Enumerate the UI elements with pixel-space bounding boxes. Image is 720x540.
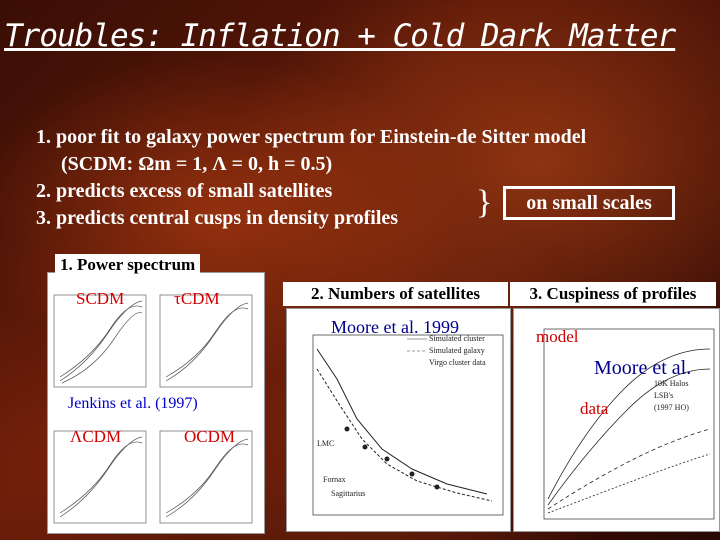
bullet-3: 3. predicts central cusps in density pro…: [36, 205, 716, 232]
satellites-galaxy-curve: [316, 368, 493, 502]
cusp-model-curve-a: [547, 348, 711, 500]
ocdm-curve-b: [165, 443, 249, 514]
legend-1997-ho: (1997 HO): [654, 403, 689, 412]
label-model: model: [536, 327, 579, 346]
legend-simulated-cluster: Simulated cluster: [429, 334, 485, 343]
tab-power-spectrum: 1. Power spectrum: [55, 254, 201, 275]
bullet-2-text: predicts excess of small satellites: [56, 180, 333, 202]
slide-title: Troubles: Inflation + Cold Dark Matter: [4, 18, 676, 54]
lcdm-curve-b: [59, 441, 143, 514]
satellites-axes-frame: [312, 334, 504, 516]
bullet-1-detail: (SCDM: Ωm = 1, Λ = 0, h = 0.5): [61, 153, 333, 175]
legend-10k-halos: 10K Halos: [654, 379, 689, 388]
bullet-3-text: predicts central cusps in density profil…: [51, 207, 399, 229]
satellites-cluster-curve: [316, 348, 488, 495]
bullet-list: 1. poor fit to galaxy power spectrum for…: [36, 124, 716, 232]
label-data: data: [580, 399, 609, 418]
cuspiness-graphics: [543, 328, 715, 520]
bullet-3-num: 3.: [36, 207, 51, 229]
scdm-panel-frame: [53, 294, 147, 388]
bullet-2: 2. predicts excess of small satellites: [36, 178, 716, 205]
lcdm-panel-frame: [53, 430, 147, 524]
citation-moore-1999: Moore et al. 1999: [331, 317, 459, 337]
power-spectrum-graphics: [53, 294, 253, 524]
ocdm-panel-frame: [159, 430, 253, 524]
lcdm-curve-a: [59, 436, 143, 518]
scdm-curve-b: [59, 305, 143, 378]
satellite-data-point: [434, 484, 440, 490]
bullet-2-num: 2.: [36, 180, 51, 202]
tab-cuspiness-of-profiles: 3. Cuspiness of profiles: [510, 282, 716, 306]
power-spectrum-plot: SCDM τCDM ΛCDM OCDM Jenkins et al. (1997…: [47, 272, 265, 534]
brace-symbol: }: [476, 184, 493, 221]
tcdm-curve-a: [165, 302, 249, 382]
tab-numbers-of-satellites: 2. Numbers of satellites: [283, 282, 508, 306]
label-lcdm: ΛCDM: [70, 427, 122, 446]
scdm-curve-c: [61, 312, 143, 384]
bullet-1-num: 1.: [36, 126, 51, 148]
legend-lsbs: LSB's: [654, 391, 674, 400]
tcdm-panel-frame: [159, 294, 253, 388]
legend-virgo-data: Virgo cluster data: [429, 358, 486, 367]
cusp-model-curve-b: [547, 368, 711, 506]
annotation-lmc: LMC: [317, 439, 335, 448]
citation-moore: Moore et al.: [594, 357, 692, 379]
bullet-1: 1. poor fit to galaxy power spectrum for…: [36, 124, 716, 151]
label-ocdm: OCDM: [184, 427, 236, 446]
satellite-data-point: [362, 444, 368, 450]
small-scales-box: on small scales: [503, 186, 675, 220]
annotation-fornax: Fornax: [323, 475, 346, 484]
label-scdm: SCDM: [76, 289, 125, 308]
cuspiness-axes-frame: [543, 328, 715, 520]
bullet-1-text: poor fit to galaxy power spectrum for Ei…: [51, 126, 587, 148]
tcdm-curve-b: [165, 307, 249, 378]
satellite-data-point: [384, 456, 390, 462]
satellite-data-point: [344, 426, 350, 432]
satellites-graphics: [312, 334, 504, 516]
citation-jenkins: Jenkins et al. (1997): [68, 395, 198, 412]
cusp-data-curve-a: [547, 428, 711, 510]
legend-simulated-galaxy: Simulated galaxy: [429, 346, 485, 355]
cuspiness-plot: model Moore et al. data 10K Halos LSB's …: [513, 308, 720, 532]
annotation-sagittarius: Sagittarius: [331, 489, 366, 498]
scdm-curve-a: [59, 300, 143, 382]
ocdm-curve-a: [165, 438, 249, 518]
satellite-data-point: [409, 471, 415, 477]
label-tcdm: τCDM: [174, 289, 220, 308]
satellites-plot: Moore et al. 1999 Simulated cluster Simu…: [286, 308, 511, 532]
cusp-data-curve-b: [547, 453, 711, 514]
